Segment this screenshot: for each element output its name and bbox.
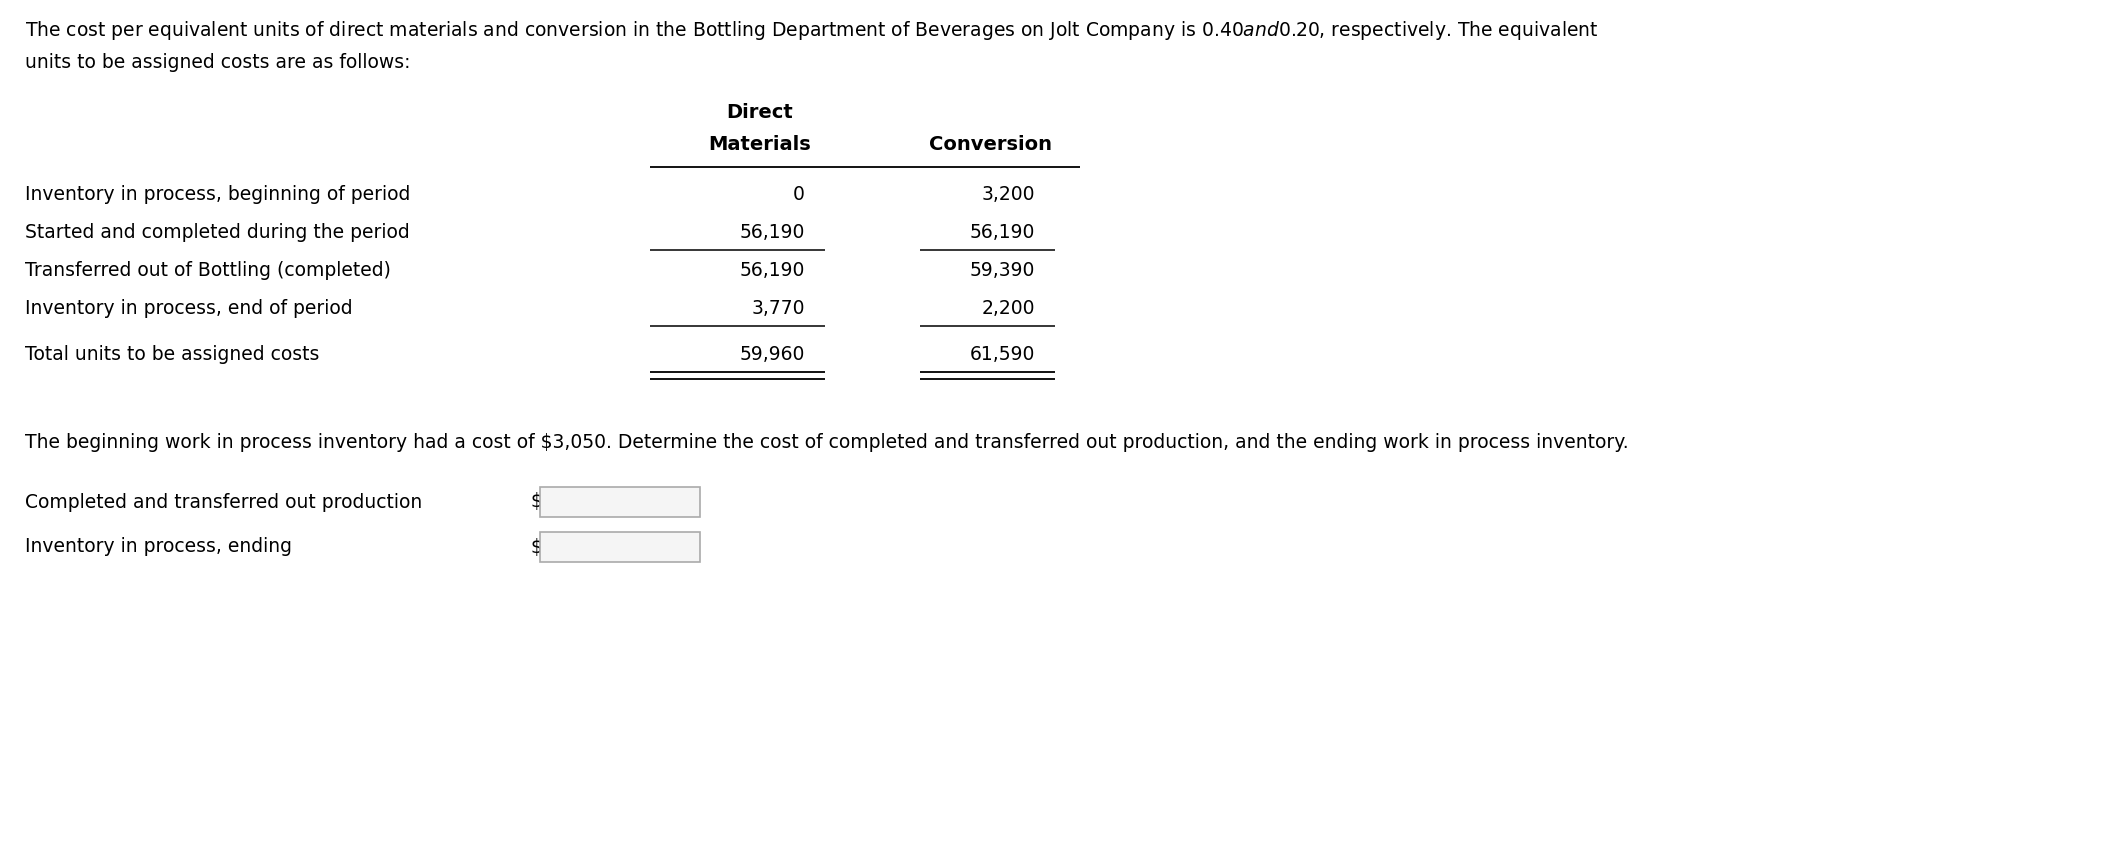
Text: Started and completed during the period: Started and completed during the period	[25, 222, 409, 242]
Text: $: $	[530, 537, 542, 557]
Text: The beginning work in process inventory had a cost of $3,050. Determine the cost: The beginning work in process inventory …	[25, 433, 1629, 452]
Text: 56,190: 56,190	[741, 222, 806, 242]
FancyBboxPatch shape	[540, 487, 701, 517]
Text: 3,200: 3,200	[981, 184, 1036, 204]
Text: Total units to be assigned costs: Total units to be assigned costs	[25, 344, 319, 364]
Text: units to be assigned costs are as follows:: units to be assigned costs are as follow…	[25, 53, 411, 72]
Text: 56,190: 56,190	[971, 222, 1036, 242]
Text: $: $	[530, 493, 542, 511]
Text: 0: 0	[793, 184, 806, 204]
Text: Inventory in process, beginning of period: Inventory in process, beginning of perio…	[25, 184, 409, 204]
Text: Transferred out of Bottling (completed): Transferred out of Bottling (completed)	[25, 260, 390, 280]
Text: Inventory in process, ending: Inventory in process, ending	[25, 537, 291, 557]
Text: 59,960: 59,960	[741, 344, 806, 364]
Text: Completed and transferred out production: Completed and transferred out production	[25, 493, 422, 511]
Text: 56,190: 56,190	[741, 260, 806, 280]
Text: 59,390: 59,390	[971, 260, 1036, 280]
Text: Conversion: Conversion	[928, 135, 1051, 154]
Text: 3,770: 3,770	[751, 299, 806, 317]
Text: 2,200: 2,200	[981, 299, 1036, 317]
FancyBboxPatch shape	[540, 532, 701, 562]
Text: Inventory in process, end of period: Inventory in process, end of period	[25, 299, 352, 317]
Text: 61,590: 61,590	[971, 344, 1036, 364]
Text: The cost per equivalent units of direct materials and conversion in the Bottling: The cost per equivalent units of direct …	[25, 19, 1599, 42]
Text: Materials: Materials	[709, 135, 812, 154]
Text: Direct: Direct	[726, 103, 793, 122]
